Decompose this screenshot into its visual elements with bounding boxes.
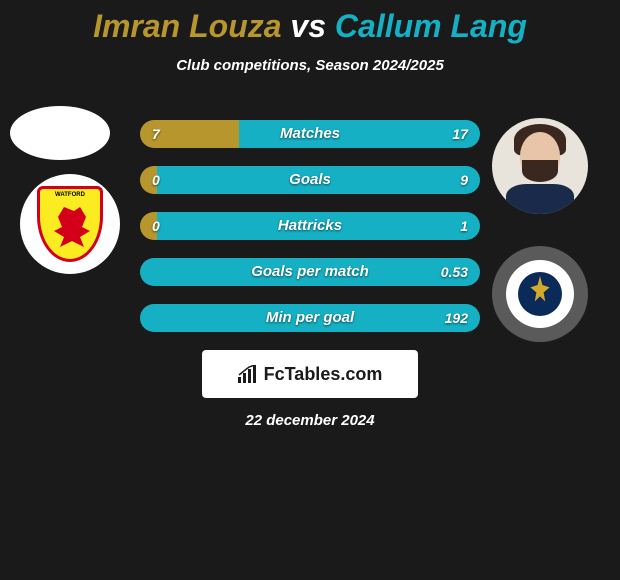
stat-row: 0.53Goals per match	[140, 258, 480, 286]
team-left-crest	[20, 174, 120, 274]
stat-label: Min per goal	[140, 304, 480, 332]
subtitle: Club competitions, Season 2024/2025	[0, 57, 620, 74]
stat-label: Goals per match	[140, 258, 480, 286]
comparison-content: 717Matches 09Goals 01Hattricks 0.53Goals pe…	[0, 106, 620, 366]
stat-row: 09Goals	[140, 166, 480, 194]
stat-row: 01Hattricks	[140, 212, 480, 240]
player-left-name: Imran Louza	[93, 8, 281, 44]
watford-crest-icon	[37, 186, 103, 262]
player-left-avatar	[10, 106, 110, 160]
player-right-avatar	[492, 118, 588, 214]
crest-ring	[506, 260, 574, 328]
team-right-crest	[492, 246, 588, 342]
portsmouth-crest-icon	[518, 272, 562, 316]
branding-text: FcTables.com	[264, 364, 383, 385]
stat-row: 192Min per goal	[140, 304, 480, 332]
comparison-title: Imran Louza vs Callum Lang	[0, 0, 620, 45]
vs-label: vs	[290, 8, 326, 44]
stat-label: Matches	[140, 120, 480, 148]
avatar-beard	[522, 160, 558, 182]
stat-label: Hattricks	[140, 212, 480, 240]
date-label: 22 december 2024	[0, 412, 620, 429]
player-right-name: Callum Lang	[335, 8, 527, 44]
stat-label: Goals	[140, 166, 480, 194]
stat-row: 717Matches	[140, 120, 480, 148]
stat-bars: 717Matches 09Goals 01Hattricks 0.53Goals pe…	[140, 120, 480, 350]
branding-badge: FcTables.com	[202, 350, 418, 398]
chart-icon	[238, 365, 258, 383]
avatar-body	[506, 184, 574, 214]
